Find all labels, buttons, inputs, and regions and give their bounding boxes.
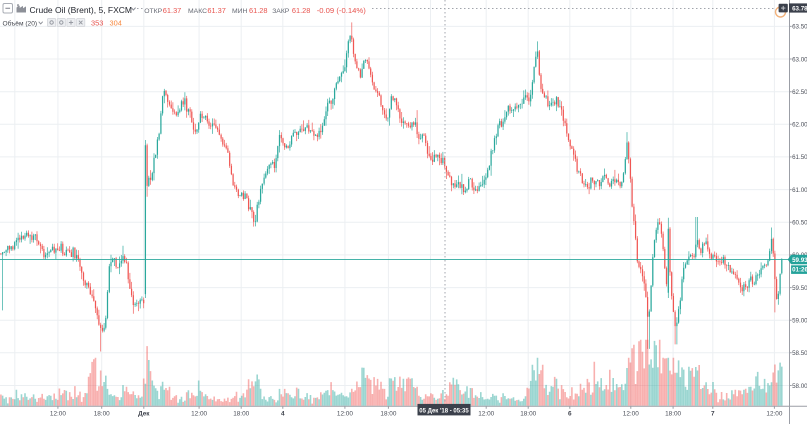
svg-text:304: 304 <box>110 19 122 28</box>
svg-text:12:00: 12:00 <box>478 410 494 417</box>
svg-text:12:00: 12:00 <box>337 410 353 417</box>
svg-text:ЗАКР: ЗАКР <box>272 8 290 15</box>
svg-text:05 Дек '18 - 05:35: 05 Дек '18 - 05:35 <box>419 408 469 414</box>
svg-text:59.93: 59.93 <box>792 257 807 264</box>
svg-text:61.28: 61.28 <box>292 6 311 15</box>
svg-text:353: 353 <box>91 19 103 28</box>
svg-text:6: 6 <box>568 410 572 417</box>
svg-text:62.50: 62.50 <box>792 89 807 96</box>
svg-text:58.50: 58.50 <box>792 350 807 357</box>
svg-text:12:00: 12:00 <box>191 410 207 417</box>
svg-text:Дек: Дек <box>138 410 150 417</box>
svg-text:18:00: 18:00 <box>94 410 110 417</box>
svg-text:61.28: 61.28 <box>249 6 268 15</box>
svg-text:12:00: 12:00 <box>766 410 782 417</box>
svg-text:-0.09 (-0.14%): -0.09 (-0.14%) <box>317 6 367 15</box>
svg-text:МИН: МИН <box>232 8 248 15</box>
svg-text:7: 7 <box>711 410 715 417</box>
svg-text:12:00: 12:00 <box>50 410 66 417</box>
svg-text:61.50: 61.50 <box>792 154 807 161</box>
svg-text:Объём (20): Объём (20) <box>3 20 38 28</box>
svg-text:63.00: 63.00 <box>792 56 807 63</box>
svg-text:60.50: 60.50 <box>792 220 807 227</box>
svg-text:61.00: 61.00 <box>792 187 807 194</box>
svg-text:62.00: 62.00 <box>792 122 807 129</box>
svg-text:61.37: 61.37 <box>163 6 182 15</box>
svg-text:63.78: 63.78 <box>792 5 807 12</box>
svg-text:12:00: 12:00 <box>623 410 639 417</box>
svg-text:18:00: 18:00 <box>233 410 249 417</box>
svg-text:58.00: 58.00 <box>792 383 807 390</box>
svg-text:59.00: 59.00 <box>792 318 807 325</box>
svg-text:18:00: 18:00 <box>520 410 536 417</box>
svg-text:4: 4 <box>281 410 285 417</box>
svg-text:61.37: 61.37 <box>207 6 226 15</box>
svg-text:18:00: 18:00 <box>380 410 396 417</box>
svg-text:59.50: 59.50 <box>792 285 807 292</box>
svg-text:Crude Oil (Brent), 5, FXCM: Crude Oil (Brent), 5, FXCM <box>30 5 133 15</box>
svg-text:18:00: 18:00 <box>665 410 681 417</box>
svg-text:01:26: 01:26 <box>792 267 807 274</box>
svg-text:ОТКР: ОТКР <box>144 8 162 15</box>
svg-text:63.50: 63.50 <box>792 24 807 31</box>
svg-text:МАКС: МАКС <box>188 8 207 15</box>
